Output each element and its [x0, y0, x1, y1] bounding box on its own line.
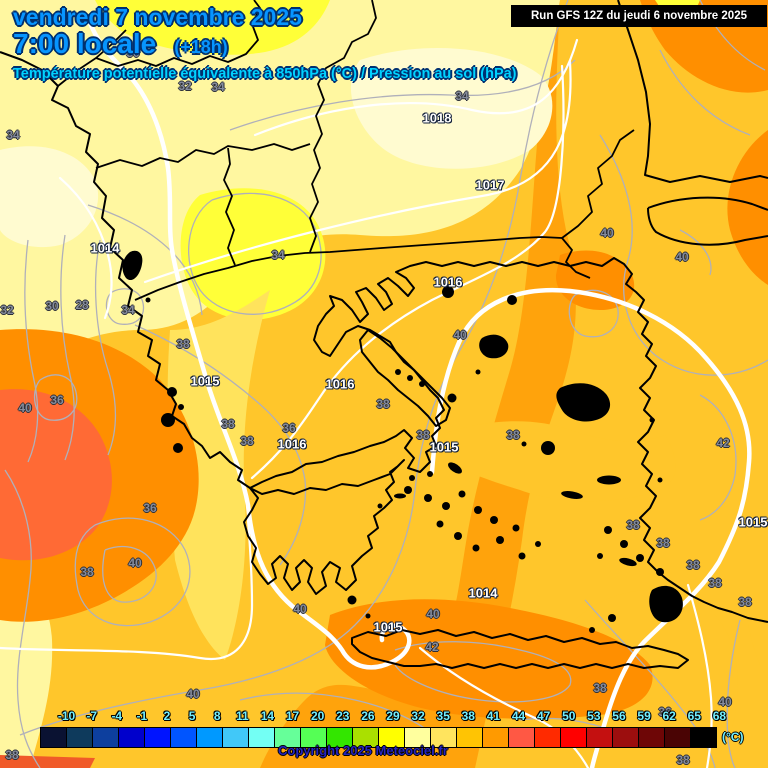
scale-tick-label: -7 — [86, 709, 97, 723]
scale-color-cell — [639, 728, 665, 747]
scale-tick-label: 32 — [411, 709, 425, 723]
country-borders — [57, 0, 635, 301]
scale-tick-label: 47 — [536, 709, 551, 723]
scale-tick-label: 35 — [436, 709, 450, 723]
scale-color-cell — [249, 728, 275, 747]
isobar-1016-sw — [0, 518, 254, 661]
scale-color-cell — [93, 728, 119, 747]
scale-color-cell — [41, 728, 67, 747]
scale-color-cell — [379, 728, 405, 747]
thetae-contour-lines — [4, 0, 768, 768]
scale-color-cell — [353, 728, 379, 747]
scale-tick-labels: -10 -7 -4 -1 2 5 8 11 14 17 20 23 26 29 32 35 38 41 44 47 50… — [54, 709, 732, 724]
forecast-local-time: 7:00 locale — [13, 28, 157, 59]
scale-color-cell — [509, 728, 535, 747]
scale-tick-label: 50 — [562, 709, 576, 723]
scale-color-cell — [405, 728, 431, 747]
forecast-hour-offset: (+18h) — [174, 37, 228, 57]
scale-tick-label: 38 — [461, 709, 475, 723]
model-run-label: Run GFS 12Z du jeudi 6 novembre 2025 — [530, 10, 747, 22]
isobar-se — [686, 583, 713, 768]
scale-tick-label: -10 — [57, 709, 76, 723]
scale-tick-label: 8 — [213, 709, 221, 723]
scale-color-cell — [223, 728, 249, 747]
scale-tick-label: -1 — [136, 709, 148, 723]
scale-tick-label: 14 — [260, 709, 275, 723]
model-run-box: Run GFS 12Z du jeudi 6 novembre 2025 — [511, 5, 767, 27]
scale-tick-label: 5 — [188, 709, 196, 723]
isobar-1014-nw — [58, 176, 113, 320]
scale-color-cell — [691, 728, 716, 747]
scale-tick-label: 29 — [386, 709, 400, 723]
scale-tick-label: 44 — [511, 709, 526, 723]
scale-tick-label: 17 — [285, 709, 300, 723]
copyright-text: Copyright 2025 Meteociel.fr — [278, 743, 448, 758]
scale-tick-label: 11 — [235, 709, 249, 723]
scale-color-cell — [327, 728, 353, 747]
scale-tick-label: 62 — [662, 709, 676, 723]
scale-color-cell — [119, 728, 145, 747]
scale-color-cell — [613, 728, 639, 747]
scale-color-cell — [457, 728, 483, 747]
forecast-time-row: 7:00 locale (+18h) — [13, 28, 228, 60]
scale-unit-label: (°C) — [722, 730, 744, 744]
scale-tick-label: 2 — [163, 709, 171, 723]
scale-color-cell — [483, 728, 509, 747]
scale-tick-label: 41 — [486, 709, 501, 723]
scale-tick-label: 53 — [587, 709, 601, 723]
isobar-1016 — [250, 64, 565, 480]
scale-tick-label: 59 — [637, 709, 651, 723]
forecast-date: vendredi 7 novembre 2025 — [13, 4, 302, 30]
scale-color-cell — [197, 728, 223, 747]
scale-color-cell — [301, 728, 327, 747]
scale-tick-label: 20 — [310, 709, 325, 723]
scale-color-cell — [67, 728, 93, 747]
scale-tick-label: 56 — [612, 709, 626, 723]
isobar-lines — [0, 38, 713, 768]
scale-color-cell — [561, 728, 587, 747]
scale-tick-label: -4 — [111, 709, 123, 723]
scale-color-cell — [587, 728, 613, 747]
scale-color-cell — [535, 728, 561, 747]
scale-color-cell — [275, 728, 301, 747]
islands — [122, 250, 683, 633]
map-parameter-title: Température potentielle équivalente à 85… — [13, 66, 517, 82]
scale-tick-label: 26 — [361, 709, 375, 723]
scale-tick-label: 68 — [712, 709, 727, 723]
scale-tick-label: 65 — [687, 709, 701, 723]
isobar-1017 — [143, 60, 572, 284]
scale-color-cell — [171, 728, 197, 747]
scale-tick-label: 23 — [336, 709, 350, 723]
scale-color-cell — [431, 728, 457, 747]
scale-color-cell — [665, 728, 691, 747]
isobar-1018 — [253, 38, 579, 137]
scale-color-cell — [145, 728, 171, 747]
coastlines — [0, 0, 768, 669]
scale-color-bar — [40, 727, 717, 748]
